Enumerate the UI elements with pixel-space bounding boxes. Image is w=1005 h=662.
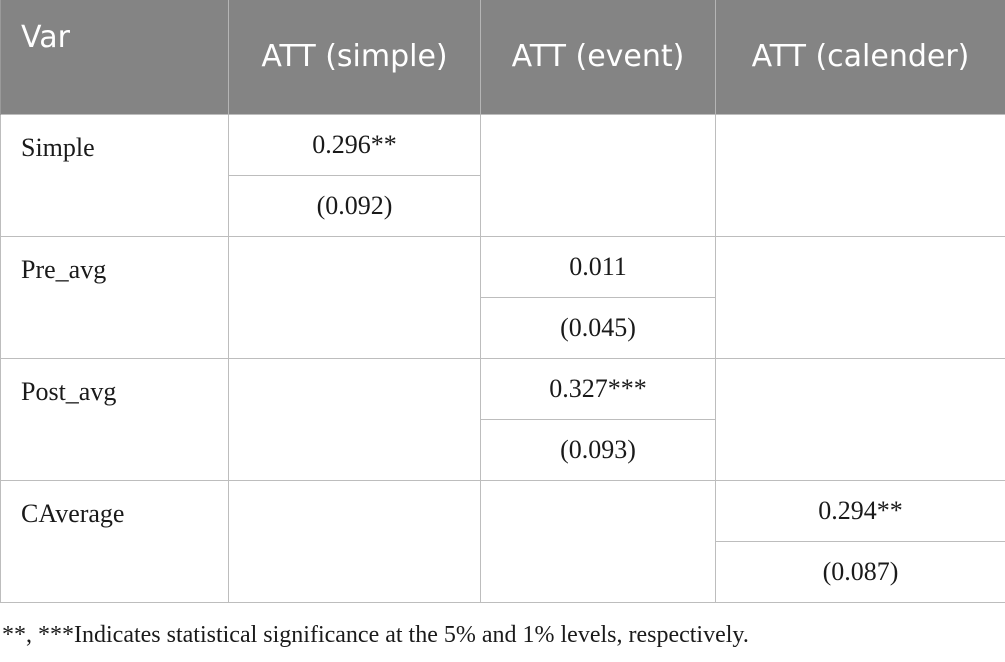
row-label-post-avg: Post_avg [0, 357, 229, 481]
header-row: Var ATT (simple) ATT (event) ATT (calend… [0, 0, 1005, 114]
empty-cell [228, 235, 481, 359]
cell-estimate: 0.294** [715, 479, 1005, 542]
table-row: (0.087) [1, 540, 1005, 603]
row-label-simple: Simple [0, 113, 229, 237]
cell-estimate: 0.327*** [480, 357, 716, 420]
cell-standard-error: (0.093) [480, 418, 716, 481]
row-label-pre-avg: Pre_avg [0, 235, 229, 359]
cell-standard-error: (0.092) [228, 174, 481, 237]
cell-estimate: 0.296** [228, 113, 481, 176]
cell-standard-error: (0.087) [715, 540, 1005, 603]
cell-estimate: 0.011 [480, 235, 716, 298]
table-body: Simple 0.296** (0.092) Pre_avg 0.011 (0.… [0, 113, 1005, 603]
table-row: Pre_avg 0.011 [0, 235, 1005, 359]
table-header: Var ATT (simple) ATT (event) ATT (calend… [0, 0, 1005, 114]
row-label-caverage: CAverage [0, 479, 229, 603]
header-att-event: ATT (event) [480, 0, 716, 114]
empty-cell [480, 479, 716, 603]
empty-cell [228, 357, 481, 481]
table-footnote: **, ***Indicates statistical significanc… [2, 622, 749, 648]
header-att-simple: ATT (simple) [228, 0, 481, 114]
empty-cell [715, 113, 1005, 237]
table-row: (0.045) [1, 296, 1005, 359]
table-row: (0.092) [1, 174, 1005, 237]
empty-cell [715, 357, 1005, 481]
table-row: Simple 0.296** [0, 113, 1005, 237]
table-row: Post_avg 0.327*** [0, 357, 1005, 481]
empty-cell [228, 479, 481, 603]
table-row: CAverage 0.294** [0, 479, 1005, 603]
cell-standard-error: (0.045) [480, 296, 716, 359]
table-row: (0.093) [1, 418, 1005, 481]
header-att-calender: ATT (calender) [715, 0, 1005, 114]
empty-cell [480, 113, 716, 237]
header-var: Var [0, 0, 229, 114]
empty-cell [715, 235, 1005, 359]
results-table: Var ATT (simple) ATT (event) ATT (calend… [0, 0, 1005, 603]
